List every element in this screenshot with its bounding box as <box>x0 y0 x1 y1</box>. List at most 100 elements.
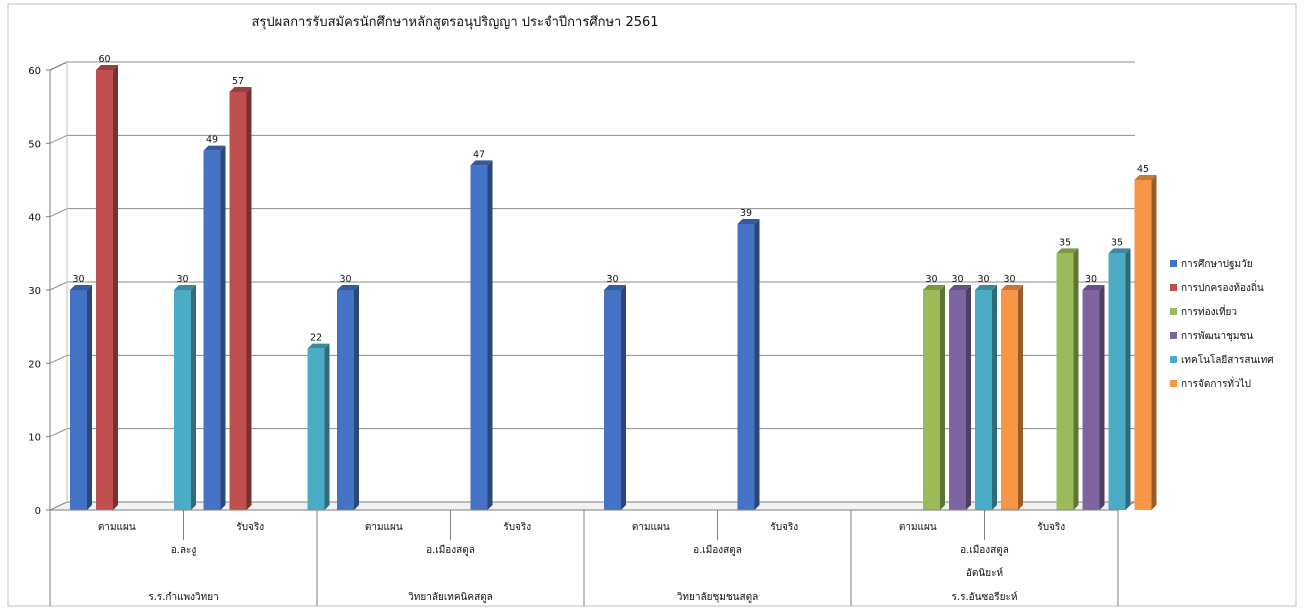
label-layer: 30 49 30 47 30 39 60 57 30 35 30 30 30 22 30 35 30 45 <box>72 54 1149 344</box>
legend-swatch <box>1170 332 1177 339</box>
bar-front <box>1108 253 1126 511</box>
x-group-label-subdistrict: อัตนิยะห์ <box>966 567 1003 579</box>
bar-front <box>337 290 354 510</box>
bar-top <box>1134 175 1157 180</box>
legend-item: การจัดการทั่วไป <box>1170 376 1251 390</box>
bar-2-0 <box>337 285 359 510</box>
data-label: 30 <box>1085 274 1097 285</box>
data-label: 30 <box>977 274 989 285</box>
bar-top <box>975 285 997 290</box>
x-category-label: ตามแผน <box>98 522 136 533</box>
bar-side <box>354 285 359 510</box>
bar-side <box>940 285 945 510</box>
data-label: 30 <box>1003 274 1015 285</box>
bar-front <box>470 165 488 511</box>
bar-side <box>754 219 760 510</box>
chart-border <box>7 3 1297 607</box>
x-category-label: รับจริง <box>236 522 264 533</box>
bar-front <box>949 290 966 510</box>
bar-side <box>1099 285 1105 510</box>
legend-label: การปกครองท้องถิ่น <box>1181 280 1264 294</box>
bar-0-4 <box>174 285 196 510</box>
data-label: 45 <box>1137 164 1149 175</box>
y-tick-label: 20 <box>28 359 41 370</box>
bar-front <box>1134 180 1152 510</box>
y-axis-top <box>49 61 68 71</box>
x-group-label-district: อ.เมืองสตูล <box>960 544 1009 556</box>
bar-front <box>1082 290 1100 510</box>
bar-top <box>923 285 945 290</box>
bar-1-4 <box>307 343 330 510</box>
bar-top <box>174 285 196 290</box>
legend-swatch <box>1170 308 1177 315</box>
bar-6-2 <box>923 285 945 510</box>
bar-4-0 <box>604 285 626 510</box>
x-group-label-district: อ.เมืองสตูล <box>693 544 742 556</box>
legend-label: การท่องเที่ยว <box>1181 304 1237 318</box>
bar-side <box>487 160 493 511</box>
bar-front <box>923 290 940 510</box>
bar-front <box>307 348 325 510</box>
bar-top <box>1082 285 1105 290</box>
y-tick-label: 30 <box>28 286 41 297</box>
bar-front <box>737 224 755 510</box>
bar-side <box>191 285 196 510</box>
bar-7-2 <box>1056 248 1079 511</box>
bar-3-0 <box>470 160 493 511</box>
bar-side <box>1125 248 1131 511</box>
bar-side <box>220 145 226 510</box>
bar-top <box>1001 285 1023 290</box>
bar-7-5 <box>1134 175 1157 510</box>
x-category-label: ตามแผน <box>899 522 937 533</box>
x-group-label-institution: ร.ร.อันซอรียะห์ <box>952 591 1018 603</box>
legend-swatch <box>1170 284 1177 291</box>
bar-front <box>975 290 992 510</box>
legend-layer: การศึกษาปฐมวัยการปกครองท้องถิ่นการท่องเท… <box>1170 258 1274 390</box>
bar-side <box>113 65 118 510</box>
bar-front <box>604 290 621 510</box>
axis-layer: 0 10 20 30 40 50 60 <box>28 61 68 517</box>
x-category-label: รับจริง <box>503 522 531 533</box>
data-label: 30 <box>176 274 188 285</box>
data-label: 35 <box>1111 237 1123 248</box>
bar-1-1 <box>229 87 252 510</box>
bar-top <box>737 219 760 224</box>
bar-top <box>96 65 118 70</box>
bar-front <box>1056 253 1074 511</box>
legend-swatch <box>1170 260 1177 267</box>
legend-label: การพัฒนาชุมชน <box>1181 331 1253 342</box>
bar-front <box>70 290 87 510</box>
bar-top <box>70 285 92 290</box>
bar-front <box>96 70 113 510</box>
bar-top <box>470 160 493 166</box>
data-label: 30 <box>925 274 937 285</box>
legend-item: เทคโนโลยีสารสนเทศ <box>1170 353 1274 366</box>
bar-top <box>229 87 252 92</box>
x-group-label-institution: ร.ร.กำแพงวิทยา <box>148 592 218 603</box>
bar-side <box>1073 248 1079 511</box>
bar-top <box>1056 248 1079 254</box>
x-group-label-district: อ.เมืองสตูล <box>426 544 475 556</box>
y-tick-label: 0 <box>35 506 41 517</box>
data-label: 30 <box>606 274 618 285</box>
bar-front <box>1001 290 1018 510</box>
y-tick-label: 40 <box>28 213 41 224</box>
legend-item: การปกครองท้องถิ่น <box>1170 280 1264 294</box>
data-label: 30 <box>951 274 963 285</box>
bar-side <box>966 285 971 510</box>
bar-1-0 <box>203 145 226 510</box>
bar-top <box>1108 248 1131 254</box>
bar-5-0 <box>737 219 760 510</box>
legend-label: เทคโนโลยีสารสนเทศ <box>1181 353 1274 366</box>
bar-top <box>337 285 359 290</box>
bar-0-1 <box>96 65 118 510</box>
y-tick-label: 60 <box>28 66 41 77</box>
bar-top <box>604 285 626 290</box>
x-category-label: รับจริง <box>770 522 798 533</box>
bar-side <box>1018 285 1023 510</box>
category-layer: ตามแผน รับจริง ตามแผน รับจริง ตามแผน รับจริง ต… <box>49 509 1119 606</box>
bar-6-4 <box>975 285 997 510</box>
bar-7-4 <box>1108 248 1131 511</box>
x-group-label-institution: วิทยาลัยชุมชนสตูล <box>676 592 758 603</box>
